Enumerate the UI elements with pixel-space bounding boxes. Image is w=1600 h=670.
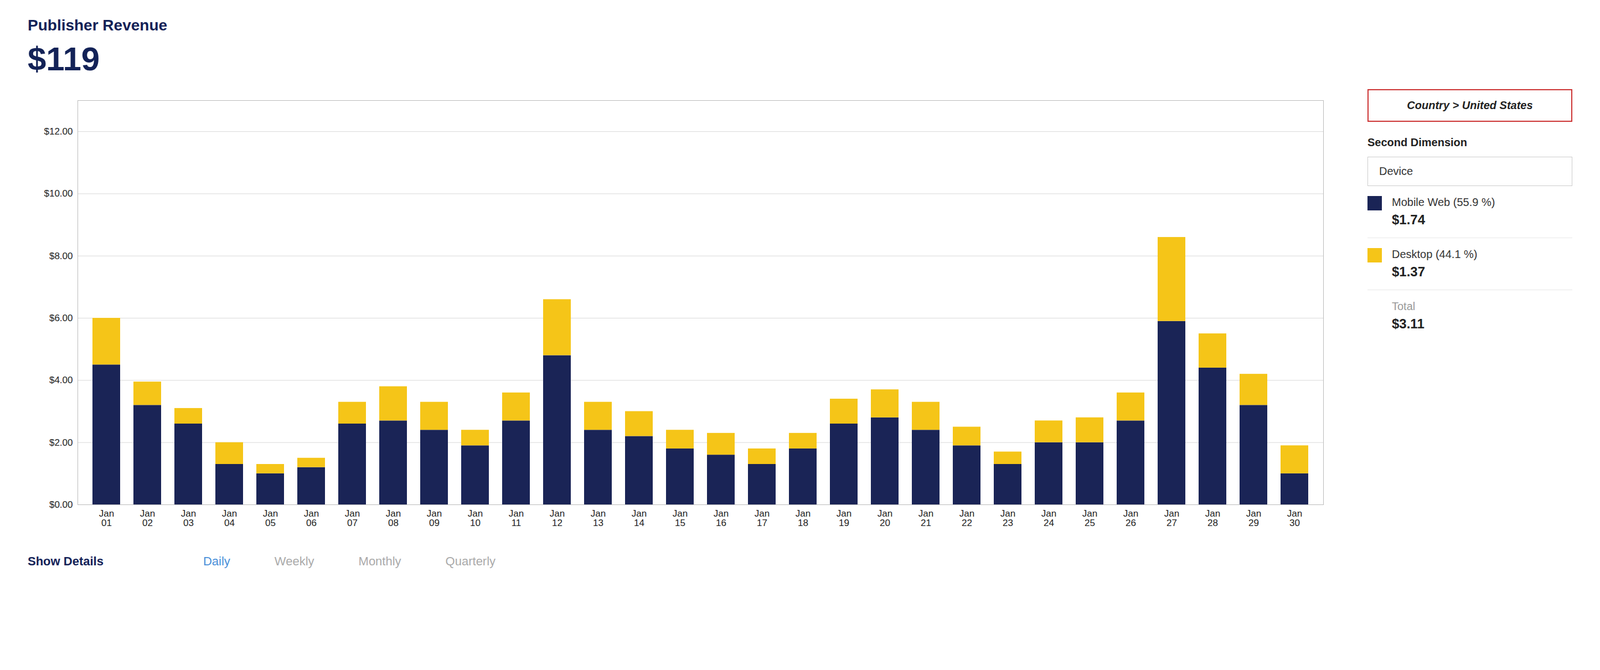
html-text:Weekly: Weekly — [274, 554, 315, 569]
svg-text:$12.00: $12.00 — [44, 126, 74, 137]
html-text:Publisher Revenue: Publisher Revenue — [27, 16, 168, 34]
html-text:Mobile Web (55.9 %): Mobile Web (55.9 %) — [1391, 195, 1496, 209]
svg-text:Jan04: Jan04 — [222, 508, 237, 529]
svg-text:Jan06: Jan06 — [303, 508, 319, 529]
html-text:$1.74: $1.74 — [1391, 212, 1426, 227]
html-text:$1.37: $1.37 — [1391, 264, 1426, 280]
svg-text:Jan29: Jan29 — [1246, 508, 1262, 529]
svg-text:Jan09: Jan09 — [426, 508, 442, 529]
svg-text:Jan11: Jan11 — [508, 508, 524, 529]
svg-text:Jan28: Jan28 — [1205, 508, 1221, 529]
svg-text:$2.00: $2.00 — [49, 437, 74, 448]
svg-text:Jan26: Jan26 — [1123, 508, 1139, 529]
svg-text:Jan14: Jan14 — [631, 508, 647, 529]
html-text:$3.11: $3.11 — [1391, 316, 1425, 332]
svg-text:Jan27: Jan27 — [1164, 508, 1180, 529]
svg-text:Jan30: Jan30 — [1287, 508, 1303, 529]
html-text:Country > United States: Country > United States — [1407, 99, 1533, 112]
svg-text:Jan20: Jan20 — [877, 508, 893, 529]
svg-text:Jan02: Jan02 — [140, 508, 156, 529]
svg-text:Jan13: Jan13 — [590, 508, 606, 529]
svg-text:Jan15: Jan15 — [672, 508, 688, 529]
html-text:$119: $119 — [27, 40, 100, 78]
svg-text:Jan24: Jan24 — [1041, 508, 1057, 529]
svg-text:$8.00: $8.00 — [49, 250, 74, 262]
svg-text:Jan19: Jan19 — [836, 508, 852, 529]
svg-text:Jan25: Jan25 — [1082, 508, 1098, 529]
svg-text:$10.00: $10.00 — [44, 188, 74, 199]
svg-text:$0.00: $0.00 — [49, 499, 74, 510]
svg-text:Jan22: Jan22 — [959, 508, 975, 529]
svg-text:Jan08: Jan08 — [385, 508, 401, 529]
svg-text:Jan17: Jan17 — [754, 508, 770, 529]
svg-text:Jan01: Jan01 — [99, 508, 115, 529]
html-text:Daily: Daily — [203, 554, 231, 569]
svg-text:Jan12: Jan12 — [549, 508, 565, 529]
html-text:Monthly: Monthly — [358, 554, 402, 569]
svg-text:Jan07: Jan07 — [344, 508, 360, 529]
svg-text:Jan03: Jan03 — [181, 508, 196, 529]
svg-text:Jan16: Jan16 — [713, 508, 729, 529]
svg-text:Jan18: Jan18 — [795, 508, 811, 529]
svg-text:Jan23: Jan23 — [1000, 508, 1016, 529]
svg-text:Jan05: Jan05 — [262, 508, 278, 529]
html-text:Show Details: Show Details — [27, 554, 104, 569]
svg-text:$6.00: $6.00 — [49, 312, 74, 324]
svg-text:Jan10: Jan10 — [467, 508, 483, 529]
svg-text:$4.00: $4.00 — [49, 374, 74, 386]
html-text:Second Dimension: Second Dimension — [1367, 136, 1468, 149]
html-text:Desktop (44.1 %): Desktop (44.1 %) — [1391, 248, 1478, 261]
svg-text:Jan21: Jan21 — [918, 508, 934, 529]
html-text:Device: Device — [1379, 164, 1413, 178]
html-text:Total: Total — [1391, 300, 1416, 313]
html-text:Quarterly: Quarterly — [445, 554, 496, 569]
